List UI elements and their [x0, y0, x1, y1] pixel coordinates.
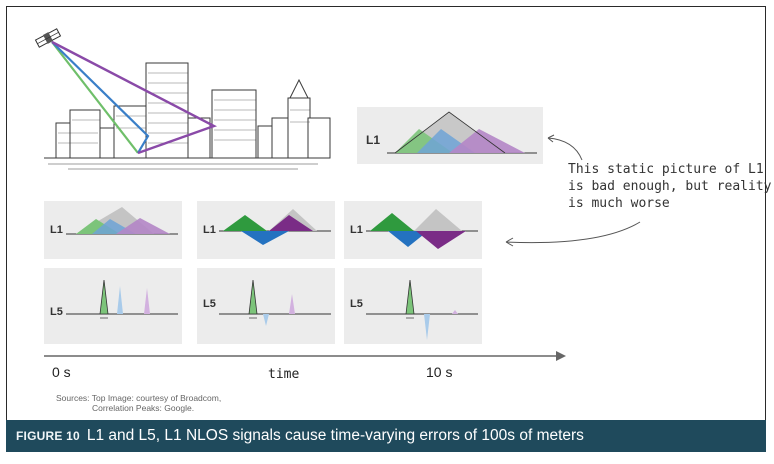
annotation-text: This static picture of L1 is bad enough,… [568, 161, 772, 212]
l5-label-1: L5 [203, 298, 216, 310]
city-illustration [34, 28, 331, 170]
l1-correlation-2 [366, 209, 478, 249]
l5-correlation-0 [66, 279, 178, 319]
sources-line-1: Sources: Top Image: courtesy of Broadcom… [56, 393, 222, 403]
l1-label-2: L1 [350, 224, 363, 236]
signal-ray-purple [51, 40, 218, 155]
annotation-line-1: This static picture of L1 [568, 162, 764, 177]
figure-number: FIGURE 10 [16, 429, 80, 443]
l5-panel-0 [44, 268, 182, 344]
l5-correlation-1 [219, 279, 331, 326]
annotation-line-3: is much worse [568, 196, 670, 211]
annotation-line-2: is bad enough, but reality [568, 179, 772, 194]
caption-bar: FIGURE 10 L1 and L5, L1 NLOS signals cau… [6, 420, 766, 452]
l1-correlation-0 [66, 207, 178, 235]
l5-correlation-2 [366, 279, 478, 340]
l5-label-2: L5 [350, 298, 363, 310]
timeline-label: time [268, 367, 300, 382]
l1-correlation-1 [219, 209, 331, 245]
l5-label-0: L5 [50, 306, 63, 318]
arrow-to-small-panels [505, 221, 641, 244]
l5-panel-1 [197, 268, 335, 344]
big-l1-label: L1 [366, 133, 381, 147]
arrow-to-big-panel [547, 137, 583, 161]
timeline-end: 10 s [426, 364, 453, 380]
l1-label-1: L1 [203, 224, 216, 236]
signal-ray-green [51, 41, 139, 154]
sources: Sources: Top Image: courtesy of Broadcom… [56, 393, 221, 413]
figure-caption: L1 and L5, L1 NLOS signals cause time-va… [86, 427, 584, 444]
l1-label-0: L1 [50, 224, 63, 236]
big-l1-correlation [387, 111, 537, 154]
timeline-start: 0 s [52, 364, 71, 380]
signal-ray-blue [51, 41, 150, 154]
satellite-icon [34, 28, 62, 48]
sources-line-2: Correlation Peaks: Google. [92, 403, 195, 413]
